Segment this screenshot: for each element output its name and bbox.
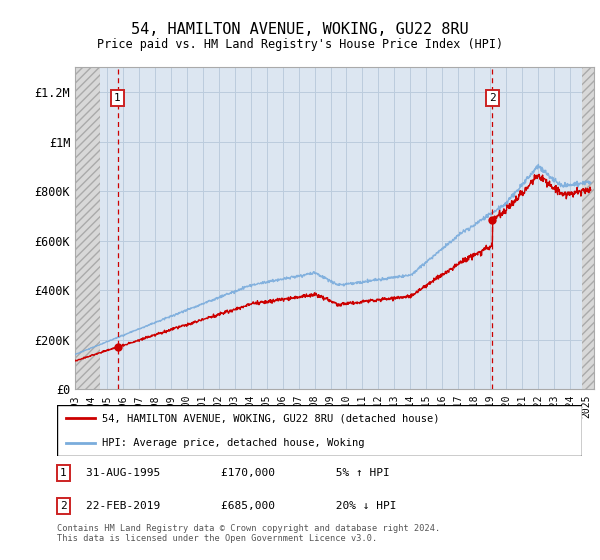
Text: 54, HAMILTON AVENUE, WOKING, GU22 8RU: 54, HAMILTON AVENUE, WOKING, GU22 8RU xyxy=(131,22,469,38)
Text: 31-AUG-1995         £170,000         5% ↑ HPI: 31-AUG-1995 £170,000 5% ↑ HPI xyxy=(86,468,389,478)
Text: 2: 2 xyxy=(60,501,67,511)
Text: 22-FEB-2019         £685,000         20% ↓ HPI: 22-FEB-2019 £685,000 20% ↓ HPI xyxy=(86,501,397,511)
Bar xyxy=(75,67,100,389)
FancyBboxPatch shape xyxy=(57,405,582,456)
Text: HPI: Average price, detached house, Woking: HPI: Average price, detached house, Woki… xyxy=(101,438,364,448)
Text: 1: 1 xyxy=(114,93,121,103)
Bar xyxy=(582,67,594,389)
Text: 1: 1 xyxy=(60,468,67,478)
Text: Contains HM Land Registry data © Crown copyright and database right 2024.
This d: Contains HM Land Registry data © Crown c… xyxy=(57,524,440,543)
Text: Price paid vs. HM Land Registry's House Price Index (HPI): Price paid vs. HM Land Registry's House … xyxy=(97,38,503,51)
Text: 54, HAMILTON AVENUE, WOKING, GU22 8RU (detached house): 54, HAMILTON AVENUE, WOKING, GU22 8RU (d… xyxy=(101,413,439,423)
Text: 2: 2 xyxy=(489,93,496,103)
